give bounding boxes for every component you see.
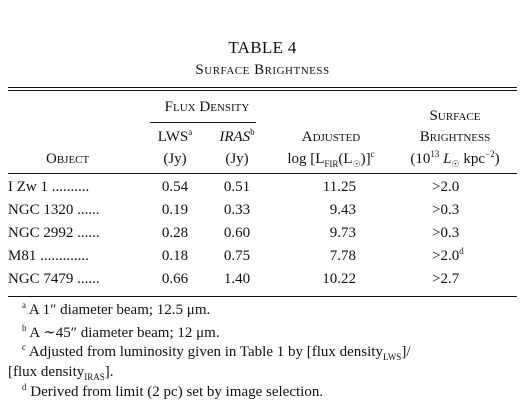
col-lws-unit: (Jy) xyxy=(163,151,187,167)
flux-density-rule xyxy=(150,122,256,123)
col-lws-header: LWSa xyxy=(157,127,193,146)
row-iras: 0.33 xyxy=(223,202,251,218)
footnote-a: a A 1″ diameter beam; 12.5 μm. xyxy=(22,300,211,319)
row-sb: >2.0 xyxy=(432,179,460,195)
row-iras: 1.40 xyxy=(223,271,251,287)
row-lws: 0.18 xyxy=(161,248,189,264)
col-adjusted-header: Adjusted xyxy=(301,129,361,145)
row-object: NGC 2992 ...... xyxy=(8,225,100,241)
row-iras: 0.60 xyxy=(223,225,251,241)
row-iras: 0.75 xyxy=(223,248,251,264)
row-iras: 0.51 xyxy=(223,179,251,195)
row-adjusted: 11.25 xyxy=(322,179,356,195)
row-adjusted: 10.22 xyxy=(322,271,356,287)
table-number: TABLE 4 xyxy=(228,38,297,57)
row-sb: >2.0d xyxy=(432,246,464,265)
table-caption: Surface Brightness xyxy=(195,62,330,78)
col-iras-unit: (Jy) xyxy=(225,151,249,167)
header-rule xyxy=(8,173,517,174)
col-sb-header-2: Brightness xyxy=(419,129,491,145)
row-object: NGC 7479 ...... xyxy=(8,271,100,287)
col-sb-units: (1013 L☉ kpc−2) xyxy=(410,149,500,169)
row-object: NGC 1320 ...... xyxy=(8,202,100,218)
footnote-c: c Adjusted from luminosity given in Tabl… xyxy=(22,342,411,362)
footnote-d: d Derived from limit (2 pc) set by image… xyxy=(22,382,324,401)
footnote-b: b A ∼45″ diameter beam; 12 μm. xyxy=(22,323,220,342)
flux-density-header: Flux Density xyxy=(164,99,250,115)
row-object: I Zw 1 .......... xyxy=(8,179,90,195)
row-lws: 0.54 xyxy=(161,179,189,195)
row-adjusted: 7.78 xyxy=(329,248,356,264)
footnote-c-continued: [flux densityIRAS]. xyxy=(8,364,114,382)
row-lws: 0.19 xyxy=(161,202,189,218)
row-adjusted: 9.43 xyxy=(329,202,356,218)
bottom-rule xyxy=(8,296,517,297)
col-object-header: Object xyxy=(46,151,90,167)
row-lws: 0.66 xyxy=(161,271,189,287)
top-rule-2 xyxy=(8,90,517,91)
col-sb-header-1: Surface xyxy=(429,108,481,124)
row-lws: 0.28 xyxy=(161,225,189,241)
row-adjusted: 9.73 xyxy=(329,225,356,241)
col-iras-header: IRASb xyxy=(219,127,255,146)
row-sb: >0.3 xyxy=(432,202,460,218)
top-rule-1 xyxy=(8,87,517,88)
row-sb: >2.7 xyxy=(432,271,460,287)
row-object: M81 ............. xyxy=(8,248,89,264)
row-sb: >0.3 xyxy=(432,225,460,241)
col-adjusted-expr: log [LFIR(L☉)]c xyxy=(287,149,375,169)
